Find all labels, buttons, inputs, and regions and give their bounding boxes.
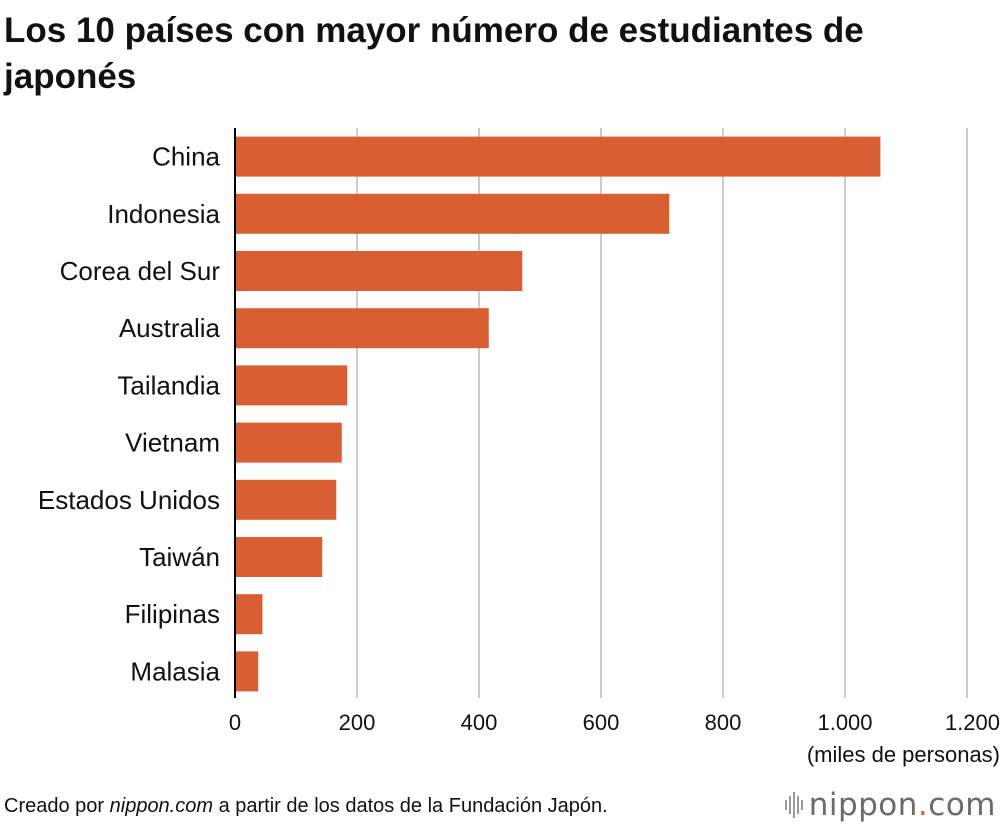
bar [235,251,523,291]
brand-logo: nippon.com [784,787,996,823]
bar [235,193,670,234]
bar [235,537,323,577]
x-tick-label: 1.200 [945,710,1000,735]
x-tick-label: 600 [583,710,620,735]
category-label: Tailandia [117,370,220,400]
x-axis-label: (miles de personas) [807,742,1000,767]
category-label: Vietnam [125,428,220,458]
source-suffix: a partir de los datos de la Fundación Ja… [213,795,608,817]
source-prefix: Creado por [4,795,110,817]
brand-wordmark: nippon.com [809,787,996,823]
bar [235,422,342,463]
chart-title: Los 10 países con mayor número de estudi… [4,11,864,96]
x-tick-label: 0 [229,710,241,735]
brand-tld: com [928,787,996,823]
bar [235,365,348,406]
bar [235,308,489,349]
source-site: nippon.com [109,795,214,817]
brand-name: nippon [808,787,918,823]
x-tick-label: 200 [339,710,376,735]
sound-wave-icon [784,791,803,819]
category-label: Filipinas [125,599,220,629]
bar [235,594,263,635]
x-tick-label: 400 [461,710,498,735]
category-label: Australia [119,313,221,343]
category-label: Malasia [130,656,220,686]
category-label: Indonesia [107,199,220,229]
category-label: Taiwán [139,542,220,572]
category-label: Estados Unidos [38,485,220,515]
bar [235,651,259,692]
category-label: China [152,142,220,172]
brand-dot: . [917,787,929,823]
bar [235,479,337,520]
source-note: Creado por nippon.com a partir de los da… [4,795,608,818]
x-tick-label: 1.000 [817,710,872,735]
category-label: Corea del Sur [60,256,221,286]
x-tick-label: 800 [705,710,742,735]
bar [235,136,881,177]
